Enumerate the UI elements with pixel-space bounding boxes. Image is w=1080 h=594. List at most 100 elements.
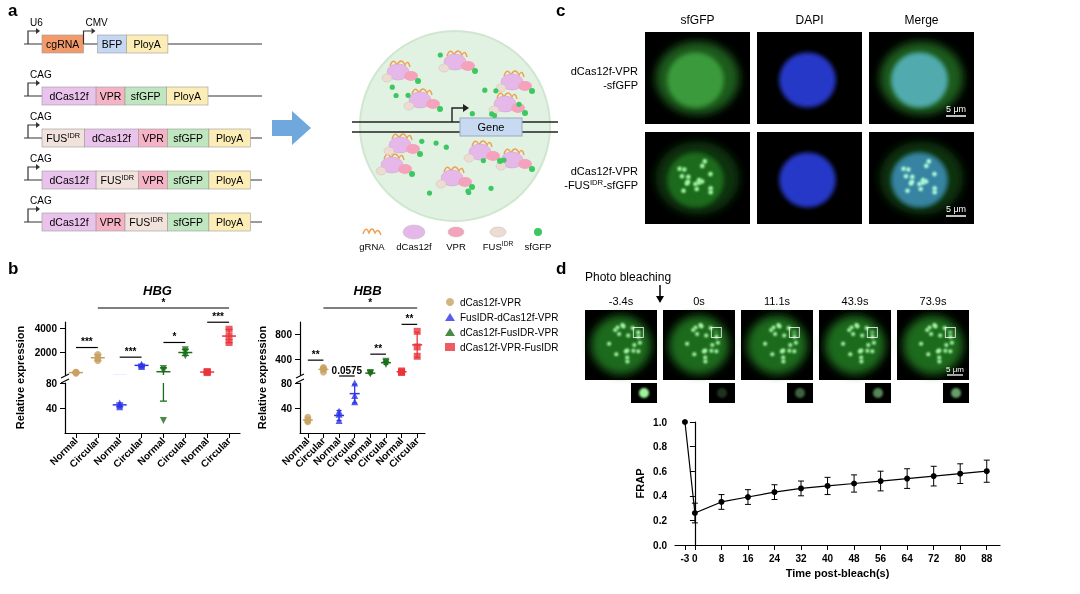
svg-text:2000: 2000: [35, 347, 58, 358]
svg-text:4000: 4000: [35, 323, 58, 334]
svg-text:FRAP: FRAP: [634, 469, 646, 499]
svg-text:64: 64: [902, 553, 914, 564]
svg-text:0.2: 0.2: [653, 515, 667, 526]
svg-text:40: 40: [822, 553, 834, 564]
svg-text:dCas12f-VPR: dCas12f-VPR: [571, 65, 638, 77]
svg-text:PloyA: PloyA: [174, 90, 201, 102]
svg-text:CAG: CAG: [30, 111, 52, 122]
svg-text:HBG: HBG: [143, 283, 172, 298]
svg-text:gRNA: gRNA: [359, 241, 385, 252]
svg-text:VPR: VPR: [446, 241, 466, 252]
svg-text:dCas12f: dCas12f: [396, 241, 432, 252]
svg-text:FusIDR-dCas12f-VPR: FusIDR-dCas12f-VPR: [460, 312, 558, 323]
svg-text:72: 72: [928, 553, 940, 564]
svg-text:sfGFP: sfGFP: [525, 241, 552, 252]
svg-text:HBB: HBB: [353, 283, 381, 298]
svg-text:dCas12f-VPR-FusIDR: dCas12f-VPR-FusIDR: [460, 342, 558, 353]
svg-text:FUSIDR: FUSIDR: [483, 240, 514, 252]
svg-text:sfGFP: sfGFP: [131, 90, 161, 102]
svg-text:sfGFP: sfGFP: [680, 13, 714, 27]
svg-text:Circular: Circular: [387, 435, 422, 470]
svg-text:Merge: Merge: [904, 13, 938, 27]
svg-text:48: 48: [849, 553, 861, 564]
svg-text:5 μm: 5 μm: [946, 104, 966, 114]
svg-text:-FUSIDR-sfGFP: -FUSIDR-sfGFP: [564, 178, 638, 191]
svg-text:sfGFP: sfGFP: [173, 132, 203, 144]
svg-text:PloyA: PloyA: [216, 216, 243, 228]
svg-text:dCas12f: dCas12f: [49, 90, 88, 102]
svg-text:VPR: VPR: [100, 90, 122, 102]
svg-text:BFP: BFP: [102, 38, 122, 50]
svg-text:88: 88: [981, 553, 993, 564]
svg-text:Time post-bleach(s): Time post-bleach(s): [786, 567, 890, 579]
svg-text:DAPI: DAPI: [795, 13, 823, 27]
svg-text:*: *: [161, 297, 165, 308]
svg-text:CMV: CMV: [86, 17, 109, 28]
svg-text:FUSIDR: FUSIDR: [46, 131, 80, 144]
svg-text:U6: U6: [30, 17, 43, 28]
svg-text:VPR: VPR: [142, 132, 164, 144]
svg-text:-3: -3: [680, 553, 689, 564]
svg-text:dCas12f-VPR: dCas12f-VPR: [571, 165, 638, 177]
svg-text:c: c: [556, 1, 565, 20]
svg-text:Gene: Gene: [478, 121, 505, 133]
svg-text:VPR: VPR: [142, 174, 164, 186]
svg-text:PloyA: PloyA: [216, 132, 243, 144]
svg-text:CAG: CAG: [30, 195, 52, 206]
svg-text:dCas12f-VPR: dCas12f-VPR: [460, 297, 521, 308]
svg-text:dCas12f: dCas12f: [92, 132, 131, 144]
svg-text:0.0575: 0.0575: [332, 365, 363, 376]
svg-text:***: ***: [125, 346, 137, 357]
svg-text:24: 24: [769, 553, 781, 564]
svg-text:Circular: Circular: [198, 435, 233, 470]
svg-text:Relative expression: Relative expression: [14, 326, 26, 430]
svg-text:FUSIDR: FUSIDR: [100, 173, 134, 186]
svg-text:**: **: [405, 313, 413, 324]
svg-text:80: 80: [46, 378, 58, 389]
svg-text:cgRNA: cgRNA: [46, 38, 79, 50]
svg-text:dCas12f: dCas12f: [49, 216, 88, 228]
svg-text:43.9s: 43.9s: [842, 295, 869, 307]
svg-text:d: d: [556, 259, 566, 278]
svg-text:0.0: 0.0: [653, 540, 667, 551]
svg-text:40: 40: [281, 403, 293, 414]
svg-text:Relative expression: Relative expression: [256, 326, 268, 430]
svg-text:sfGFP: sfGFP: [173, 174, 203, 186]
svg-text:32: 32: [795, 553, 807, 564]
svg-text:0s: 0s: [693, 295, 705, 307]
svg-text:PloyA: PloyA: [133, 38, 160, 50]
svg-text:a: a: [8, 1, 18, 20]
svg-text:FUSIDR: FUSIDR: [129, 215, 163, 228]
svg-text:**: **: [374, 343, 382, 354]
svg-text:CAG: CAG: [30, 153, 52, 164]
svg-text:80: 80: [955, 553, 967, 564]
svg-text:0.6: 0.6: [653, 466, 667, 477]
svg-text:sfGFP: sfGFP: [173, 216, 203, 228]
svg-text:800: 800: [275, 329, 292, 340]
svg-text:***: ***: [212, 311, 224, 322]
svg-text:0: 0: [692, 553, 698, 564]
svg-text:dCas12f: dCas12f: [49, 174, 88, 186]
svg-text:-sfGFP: -sfGFP: [603, 79, 638, 91]
svg-text:**: **: [312, 349, 320, 360]
svg-text:8: 8: [719, 553, 725, 564]
svg-text:16: 16: [742, 553, 754, 564]
svg-text:VPR: VPR: [100, 216, 122, 228]
svg-text:*: *: [172, 331, 176, 342]
svg-text:b: b: [8, 259, 18, 278]
svg-text:CAG: CAG: [30, 69, 52, 80]
svg-text:5 μm: 5 μm: [946, 204, 966, 214]
svg-text:PloyA: PloyA: [216, 174, 243, 186]
svg-text:5 μm: 5 μm: [946, 365, 964, 374]
svg-text:400: 400: [275, 354, 292, 365]
svg-text:dCas12f-FusIDR-VPR: dCas12f-FusIDR-VPR: [460, 327, 558, 338]
svg-text:*: *: [368, 297, 372, 308]
svg-text:80: 80: [281, 378, 293, 389]
svg-text:1.0: 1.0: [653, 417, 667, 428]
svg-text:0.4: 0.4: [653, 490, 667, 501]
svg-text:0.8: 0.8: [653, 441, 667, 452]
svg-text:-3.4s: -3.4s: [609, 295, 634, 307]
svg-text:56: 56: [875, 553, 887, 564]
svg-text:73.9s: 73.9s: [920, 295, 947, 307]
svg-text:40: 40: [46, 403, 58, 414]
